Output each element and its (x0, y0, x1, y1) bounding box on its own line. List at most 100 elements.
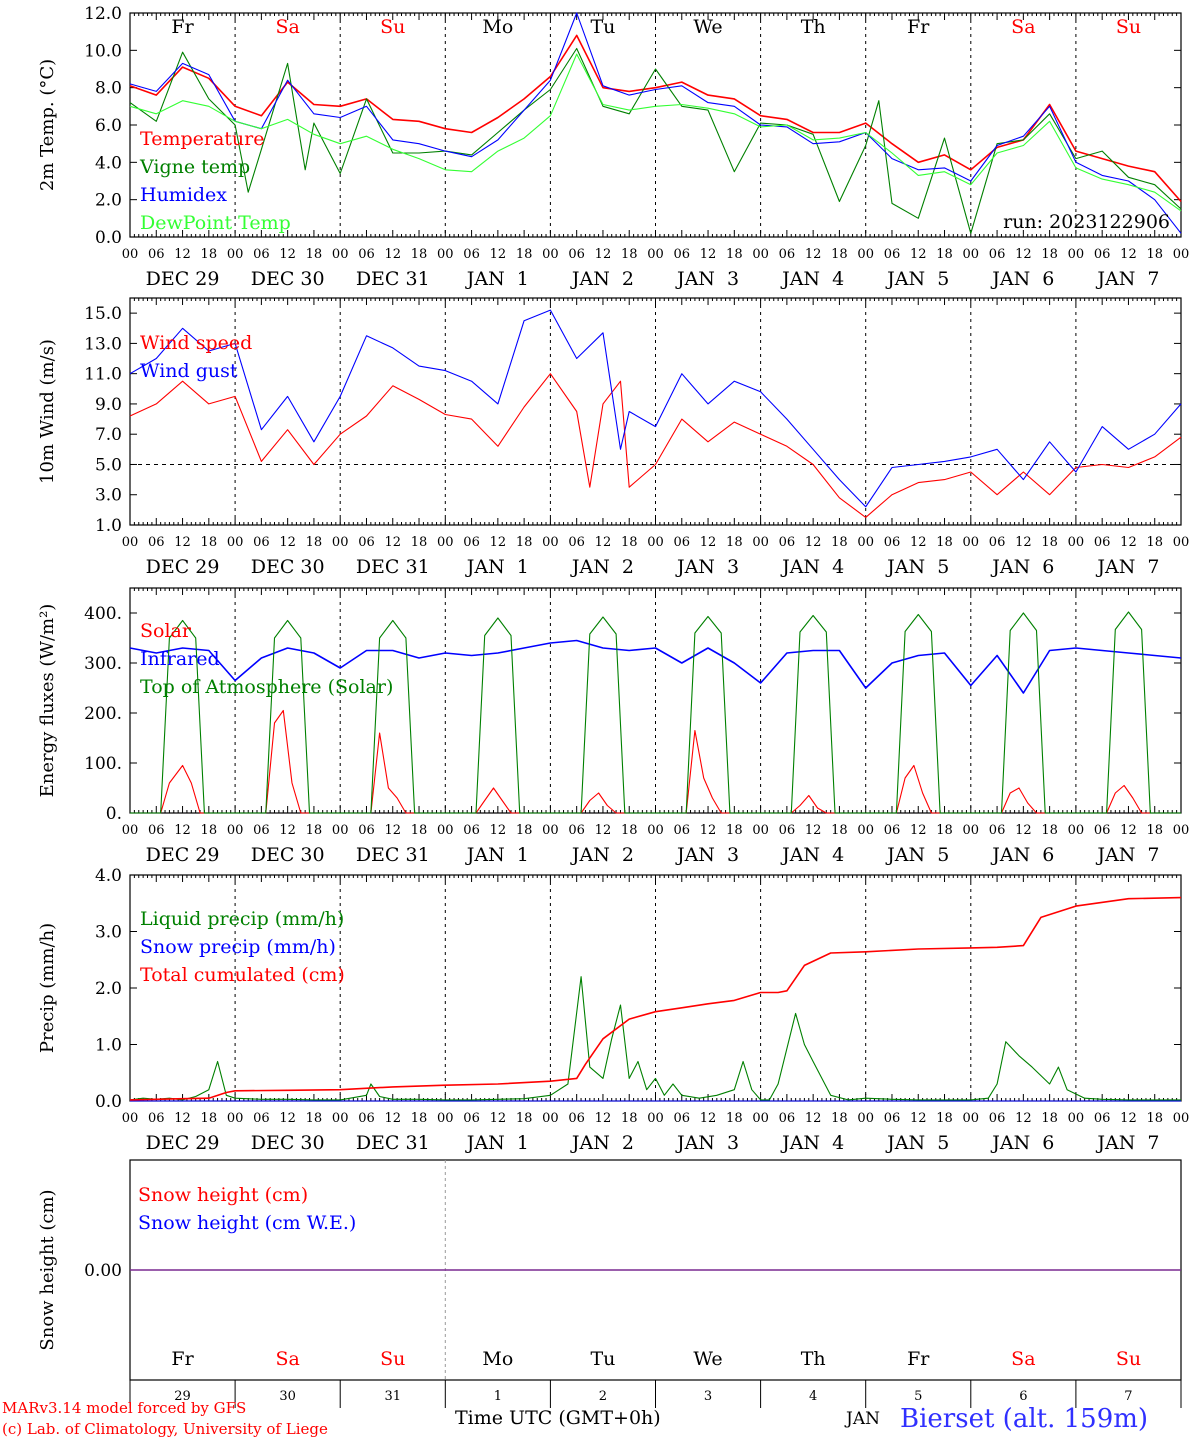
hour-tick-label: 12 (174, 823, 191, 838)
day-number-label: 3 (704, 1389, 712, 1404)
day-abbr-label: Th (801, 16, 826, 38)
day-number-label: 31 (384, 1389, 401, 1404)
date-label: JAN 6 (990, 844, 1054, 866)
y-axis-label: Precip (mm/h) (37, 923, 58, 1053)
hour-tick-label: 00 (122, 247, 139, 262)
hour-tick-label: 06 (989, 247, 1006, 262)
hour-tick-label: 00 (227, 535, 244, 550)
hour-tick-label: 12 (1120, 535, 1137, 550)
day-number-label: 6 (1019, 1389, 1027, 1404)
hour-tick-label: 12 (805, 823, 822, 838)
hour-tick-label: 18 (411, 535, 428, 550)
hour-tick-label: 00 (332, 1111, 349, 1126)
hour-tick-label: 18 (831, 823, 848, 838)
hour-tick-label: 00 (647, 535, 664, 550)
hour-tick-label: 06 (463, 247, 480, 262)
date-label: DEC 29 (146, 1132, 220, 1154)
hour-tick-label: 18 (726, 1111, 743, 1126)
hour-tick-label: 12 (174, 1111, 191, 1126)
hour-tick-label: 06 (148, 1111, 165, 1126)
date-label: JAN 4 (780, 268, 844, 290)
hour-tick-label: 18 (726, 535, 743, 550)
date-label: JAN 5 (885, 1132, 949, 1154)
date-label: JAN 4 (780, 1132, 844, 1154)
date-label: JAN 3 (675, 556, 739, 578)
date-label: DEC 31 (356, 1132, 430, 1154)
hour-tick-label: 12 (595, 823, 612, 838)
hour-tick-label: 18 (621, 1111, 638, 1126)
series-line (129, 53, 1182, 212)
y-tick-label: 13.0 (84, 334, 122, 354)
hour-tick-label: 18 (516, 535, 533, 550)
legend-entry: Liquid precip (mm/h) (140, 908, 344, 930)
hour-tick-label: 06 (779, 823, 796, 838)
hour-tick-label: 12 (1120, 247, 1137, 262)
day-abbr-label: Mo (482, 1348, 513, 1370)
date-label: DEC 29 (146, 844, 220, 866)
date-label: DEC 30 (251, 268, 325, 290)
hour-tick-label: 06 (253, 823, 270, 838)
day-abbr-label: Tu (590, 1348, 615, 1370)
date-label: DEC 30 (251, 844, 325, 866)
hour-tick-label: 12 (1120, 823, 1137, 838)
panel-5: Fr 29 Sa 30 Su 31 Mo 1 Tu 2 We 3 Th 4 Fr 5 Sa 6 Su 7 0.00 Sno… (37, 1159, 1182, 1408)
date-label: JAN 3 (675, 1132, 739, 1154)
y-tick-label: 7.0 (95, 425, 122, 445)
y-tick-label: 9.0 (95, 395, 122, 415)
hour-tick-label: 12 (595, 247, 612, 262)
hour-tick-label: 06 (1094, 1111, 1111, 1126)
hour-tick-label: 18 (936, 247, 953, 262)
y-tick-label: 3.0 (95, 486, 122, 506)
hour-tick-label: 00 (1068, 247, 1085, 262)
legend-entry: Temperature (140, 128, 264, 150)
hour-tick-label: 12 (279, 247, 296, 262)
hour-tick-label: 12 (1015, 1111, 1032, 1126)
day-abbr-label: Sa (1011, 1348, 1035, 1370)
hour-tick-label: 00 (542, 247, 559, 262)
hour-tick-label: 00 (857, 247, 874, 262)
date-label: JAN 7 (1095, 268, 1159, 290)
date-label: JAN 1 (465, 268, 529, 290)
hour-tick-label: 00 (122, 535, 139, 550)
y-tick-label: 11.0 (84, 365, 122, 385)
day-number-label: 4 (809, 1389, 817, 1404)
day-abbr-label: Th (801, 1348, 826, 1370)
y-tick-label: 4.0 (95, 866, 122, 886)
hour-tick-label: 06 (463, 535, 480, 550)
hour-tick-label: 06 (884, 1111, 901, 1126)
y-axis-label: Energy fluxes (W/m²) (37, 604, 58, 798)
legend-entry: Wind gust (140, 360, 238, 382)
date-label: JAN 6 (990, 268, 1054, 290)
panel-4: 00 06 12 18 00 06 12 18 00 06 12 18 00 06 12 18 00 06 12 18… (37, 866, 1189, 1154)
hour-tick-label: 00 (963, 535, 980, 550)
hour-tick-label: 00 (122, 1111, 139, 1126)
hour-tick-label: 18 (306, 823, 323, 838)
hour-tick-label: 18 (936, 823, 953, 838)
day-number-label: 29 (174, 1389, 191, 1404)
hour-tick-label: 18 (936, 535, 953, 550)
date-label: JAN 4 (780, 556, 844, 578)
hour-tick-label: 00 (963, 1111, 980, 1126)
hour-tick-label: 18 (1146, 247, 1163, 262)
hour-tick-label: 00 (963, 823, 980, 838)
hour-tick-label: 18 (621, 535, 638, 550)
hour-tick-label: 18 (201, 1111, 218, 1126)
series-line (130, 709, 1181, 814)
y-tick-label: 3.0 (95, 923, 122, 943)
hour-tick-label: 12 (805, 535, 822, 550)
series-line (129, 373, 1182, 518)
y-tick-label: 100. (84, 754, 122, 774)
hour-tick-label: 00 (437, 535, 454, 550)
date-label: JAN 2 (570, 1132, 634, 1154)
date-label: DEC 31 (356, 844, 430, 866)
date-label: JAN 2 (570, 844, 634, 866)
hour-tick-label: 00 (542, 1111, 559, 1126)
hour-tick-label: 18 (1146, 1111, 1163, 1126)
hour-tick-label: 12 (700, 247, 717, 262)
hour-tick-label: 12 (174, 535, 191, 550)
day-number-label: 30 (279, 1389, 296, 1404)
y-tick-label: 200. (84, 704, 122, 724)
legend-entry: DewPoint Temp (140, 212, 291, 234)
hour-tick-label: 06 (358, 247, 375, 262)
